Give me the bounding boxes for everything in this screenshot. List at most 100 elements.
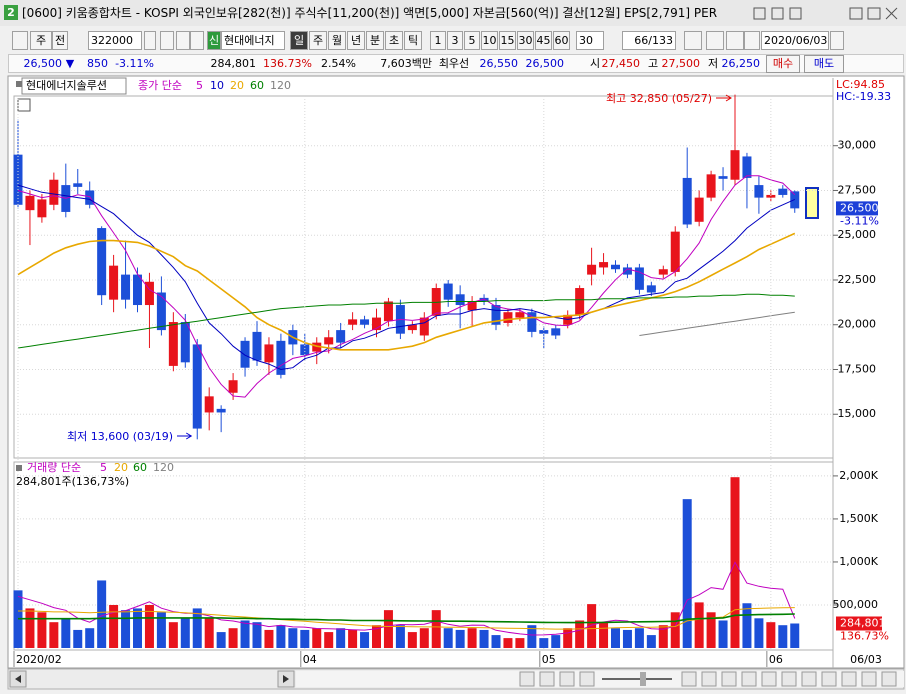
candle-body — [467, 301, 477, 311]
candle-body — [383, 301, 393, 322]
toolbar-icon[interactable] — [160, 31, 174, 50]
volume-bar — [587, 604, 597, 648]
toolbar-item[interactable]: 15 — [499, 31, 516, 50]
candle-body — [144, 281, 154, 306]
volume-bar — [216, 632, 226, 648]
candle-body — [706, 174, 716, 198]
volume-bar — [312, 628, 322, 648]
legend-item: 5 — [100, 461, 107, 474]
toolbar-item[interactable]: 2020/06/03 — [761, 31, 829, 50]
toolbar-icon[interactable] — [144, 31, 156, 50]
volume-bar — [37, 612, 47, 648]
volume-bar — [360, 632, 370, 648]
toolbar-item[interactable]: 분 — [366, 31, 384, 50]
toolbar-icon[interactable] — [744, 31, 760, 50]
volume-bar — [180, 618, 190, 648]
volume-bar — [551, 635, 561, 648]
toolbar-item[interactable]: 초 — [385, 31, 403, 50]
volume-bar — [204, 618, 214, 648]
volume-bar — [336, 628, 346, 648]
candle-body — [312, 342, 322, 352]
candle-body — [658, 269, 668, 275]
toolbar-icon[interactable] — [706, 31, 724, 50]
volume-bar — [491, 635, 501, 648]
y-tick-label: 17,500 — [838, 362, 877, 375]
volume-bar — [288, 628, 298, 648]
toolbar-item[interactable]: 5 — [464, 31, 480, 50]
candle-body — [360, 319, 370, 325]
toolbar-item[interactable]: 30 — [517, 31, 534, 50]
candle-body — [503, 312, 513, 323]
toolbar-item[interactable]: 30 — [576, 31, 604, 50]
ma-line — [17, 184, 796, 371]
toolbar-item[interactable]: 전 — [52, 31, 68, 50]
y-tick-label: 1,000K — [839, 555, 878, 568]
volume-bar — [85, 628, 95, 648]
toolbar-item[interactable]: 현대에너지 — [221, 31, 285, 50]
toolbar-item[interactable]: 신 — [207, 31, 221, 50]
candle-body — [766, 194, 776, 198]
volume-bar — [276, 625, 286, 648]
toolbar-item[interactable]: 3 — [447, 31, 463, 50]
toolbar-icon[interactable] — [684, 31, 702, 50]
app-badge: 2 — [7, 6, 15, 19]
volume-bar — [646, 635, 656, 648]
window-title: [0600] 키움종합차트 - KOSPI 외국인보유[282(천)] 주식수[… — [22, 6, 718, 20]
chart-title: 현대에너지솔루션 — [26, 79, 107, 92]
toolbar-item[interactable]: 45 — [535, 31, 552, 50]
volume-bar — [455, 629, 465, 648]
toolbar-item[interactable]: 10 — [481, 31, 498, 50]
toolbar-icon[interactable] — [176, 31, 190, 50]
ma-line — [639, 311, 795, 336]
toolbar-item[interactable]: 틱 — [404, 31, 422, 50]
annotation-arrow — [716, 94, 732, 102]
toolbar-item[interactable]: 1 — [430, 31, 446, 50]
quote-item: 850 — [87, 57, 108, 70]
candle-body — [682, 177, 692, 225]
legend-title: 거래량 단순 — [27, 461, 81, 474]
volume-bar — [109, 604, 119, 648]
toolbar-item[interactable]: 월 — [328, 31, 346, 50]
candle-body — [276, 340, 286, 375]
candle-body — [216, 408, 226, 413]
annotation: 최고 32,850 (05/27) — [606, 92, 712, 105]
volume-bar — [443, 628, 453, 648]
toolbar-icon[interactable] — [12, 31, 28, 50]
toolbar-icon[interactable] — [190, 31, 204, 50]
last-volume-pct: 136.73% — [840, 629, 889, 642]
candle-body — [491, 305, 501, 325]
toolbar-item[interactable]: 60 — [553, 31, 570, 50]
candle-body — [419, 317, 429, 336]
volume-current: 284,801주(136,73%) — [16, 475, 129, 488]
quote-item[interactable]: 매수 — [766, 55, 800, 73]
candle-body — [228, 380, 238, 393]
arrow-icon — [283, 675, 289, 683]
toolbar-icon[interactable] — [726, 31, 744, 50]
y-tick-label: 2,000K — [839, 469, 878, 482]
toolbar-icon[interactable] — [830, 31, 844, 50]
quote-item: 7,603백만 — [380, 57, 432, 70]
quote-item: 27,500 — [661, 57, 701, 70]
toolbar-item[interactable]: 66/133 — [622, 31, 676, 50]
candle-body — [730, 150, 740, 180]
candle-body — [97, 228, 107, 296]
toolbar-item[interactable]: 일 — [290, 31, 308, 50]
y-tick-label: 22,500 — [838, 273, 877, 286]
ma-line — [17, 232, 796, 351]
quote-item[interactable]: 매도 — [804, 55, 844, 73]
candle-body — [13, 154, 23, 205]
hc-label: HC:-19.33 — [836, 90, 891, 103]
last-price-box — [836, 201, 878, 216]
toolbar-item[interactable]: 주 — [30, 31, 52, 50]
app-icon — [4, 5, 18, 20]
toolbar-item[interactable]: 주 — [309, 31, 327, 50]
volume-bar — [766, 622, 776, 648]
volume-bar — [73, 629, 83, 648]
toolbar-item[interactable]: 322000 — [88, 31, 142, 50]
volume-bar — [515, 638, 525, 648]
window-buttons[interactable] — [753, 7, 898, 20]
last-volume-box — [836, 616, 882, 631]
legend-marker — [16, 81, 22, 87]
candle-body — [25, 195, 35, 211]
toolbar-item[interactable]: 년 — [347, 31, 365, 50]
